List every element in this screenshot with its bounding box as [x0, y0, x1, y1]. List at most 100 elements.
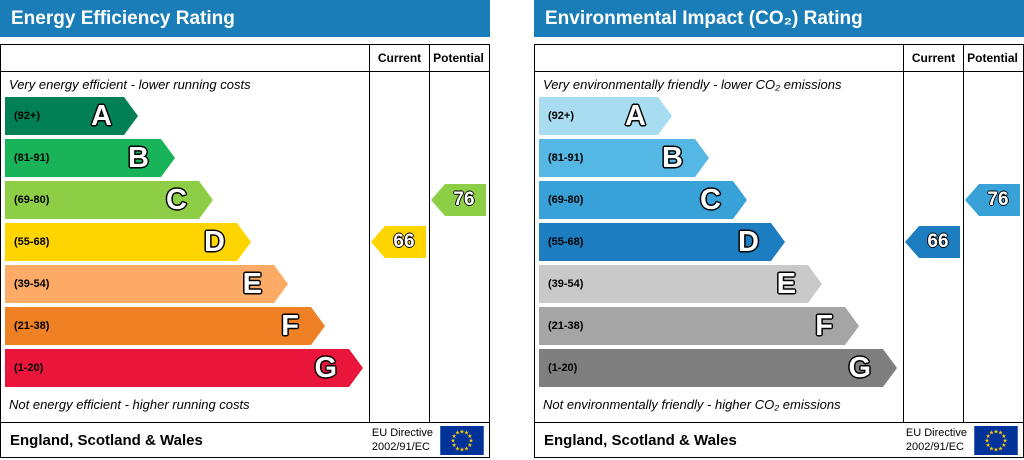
band-range: (55-68): [14, 236, 50, 248]
eu-flag-icon: ★ ★★★★★★★★★★★: [974, 425, 1018, 455]
svg-text:★: ★: [452, 442, 457, 449]
energy-efficiency-panel: Energy Efficiency Rating Current Potenti…: [0, 0, 490, 460]
current-column-divider: [903, 45, 904, 422]
band-range: (81-91): [548, 152, 584, 164]
svg-text:★: ★: [450, 437, 455, 444]
svg-text:★: ★: [998, 445, 1003, 452]
footer-row-divider: [535, 422, 1023, 423]
header-row-divider: [1, 71, 489, 72]
band-e: (39-54) E: [539, 265, 822, 303]
potential-rating-marker: 76: [431, 184, 486, 216]
band-letter: G: [314, 351, 337, 384]
band-letter: D: [738, 225, 759, 258]
potential-column-divider: [429, 45, 430, 422]
band-letter: C: [700, 183, 721, 216]
band-list: (92+) A (81-91) B (69-80) C (55-68) D (3…: [539, 97, 897, 391]
svg-text:★: ★: [993, 446, 998, 453]
svg-text:★: ★: [1001, 433, 1006, 440]
eu-directive-label: EU Directive 2002/91/EC: [372, 426, 433, 455]
svg-text:★: ★: [1001, 442, 1006, 449]
environmental-impact-panel: Environmental Impact (CO₂) Rating Curren…: [534, 0, 1024, 460]
table-footer: England, Scotland & Wales EU Directive 2…: [1, 423, 489, 457]
band-f: (21-38) F: [5, 307, 325, 345]
band-letter: G: [848, 351, 871, 384]
band-letter: F: [815, 309, 833, 342]
band-letter: E: [776, 267, 796, 300]
current-column-divider: [369, 45, 370, 422]
top-note: Very environmentally friendly - lower CO…: [543, 77, 842, 92]
svg-text:★: ★: [464, 429, 469, 436]
svg-text:★: ★: [452, 433, 457, 440]
band-a: (92+) A: [539, 97, 672, 135]
current-rating-marker: 66: [905, 226, 960, 258]
svg-text:★: ★: [455, 429, 460, 436]
band-d: (55-68) D: [5, 223, 251, 261]
eu-directive-label: EU Directive 2002/91/EC: [906, 426, 967, 455]
environmental-panel-title: Environmental Impact (CO₂) Rating: [545, 7, 863, 29]
eu-directive-line1: EU Directive: [905, 426, 967, 439]
band-range: (39-54): [14, 278, 50, 290]
band-c: (69-80) C: [5, 181, 213, 219]
environmental-rating-table: Current Potential Very environmentally f…: [534, 44, 1024, 458]
table-footer: England, Scotland & Wales EU Directive 2…: [535, 423, 1023, 457]
band-letter: A: [625, 99, 646, 132]
potential-rating-value: 76: [453, 189, 475, 210]
band-letter: D: [204, 225, 225, 258]
region-label: England, Scotland & Wales: [10, 431, 203, 449]
svg-text:★: ★: [455, 445, 460, 452]
potential-column-header: Potential: [967, 51, 1018, 65]
potential-rating-marker: 76: [965, 184, 1020, 216]
band-letter: B: [662, 141, 683, 174]
band-letter: B: [128, 141, 149, 174]
svg-text:★: ★: [984, 437, 989, 444]
environmental-title-bar: Environmental Impact (CO₂) Rating: [534, 0, 1024, 37]
svg-text:★: ★: [464, 445, 469, 452]
potential-rating-value: 76: [987, 189, 1009, 210]
eu-directive-line1: EU Directive: [371, 426, 433, 439]
band-letter: E: [242, 267, 262, 300]
svg-text:★: ★: [468, 437, 473, 444]
svg-text:★: ★: [459, 446, 464, 453]
band-g: (1-20) G: [5, 349, 363, 387]
top-note: Very energy efficient - lower running co…: [9, 77, 251, 92]
band-letter: A: [91, 99, 112, 132]
band-range: (69-80): [14, 194, 50, 206]
svg-text:★: ★: [993, 428, 998, 435]
eu-directive-line2: 2002/91/EC: [905, 441, 964, 453]
band-range: (1-20): [548, 362, 578, 374]
svg-text:★: ★: [989, 445, 994, 452]
band-e: (39-54) E: [5, 265, 288, 303]
current-rating-value: 66: [393, 231, 415, 252]
header-row-divider: [535, 71, 1023, 72]
footer-row-divider: [1, 422, 489, 423]
eu-flag-icon: ★ ★★★★★★★★★★★: [440, 425, 484, 455]
band-range: (21-38): [548, 320, 584, 332]
svg-text:★: ★: [467, 433, 472, 440]
current-rating-value: 66: [927, 231, 949, 252]
band-b: (81-91) B: [539, 139, 709, 177]
svg-text:★: ★: [989, 429, 994, 436]
potential-column-header: Potential: [433, 51, 484, 65]
svg-text:★: ★: [459, 428, 464, 435]
band-range: (69-80): [548, 194, 584, 206]
region-label: England, Scotland & Wales: [544, 431, 737, 449]
band-f: (21-38) F: [539, 307, 859, 345]
band-range: (81-91): [14, 152, 50, 164]
energy-panel-title: Energy Efficiency Rating: [11, 7, 235, 29]
svg-text:★: ★: [998, 429, 1003, 436]
current-rating-marker: 66: [371, 226, 426, 258]
band-b: (81-91) B: [5, 139, 175, 177]
potential-column-divider: [963, 45, 964, 422]
band-letter: F: [281, 309, 299, 342]
band-list: (92+) A (81-91) B (69-80) C (55-68) D (3…: [5, 97, 363, 391]
band-letter: C: [166, 183, 187, 216]
band-g: (1-20) G: [539, 349, 897, 387]
band-range: (21-38): [14, 320, 50, 332]
band-range: (39-54): [548, 278, 584, 290]
band-range: (92+): [14, 110, 40, 122]
energy-rating-table: Current Potential Very energy efficient …: [0, 44, 490, 458]
band-d: (55-68) D: [539, 223, 785, 261]
band-a: (92+) A: [5, 97, 138, 135]
band-range: (55-68): [548, 236, 584, 248]
energy-title-bar: Energy Efficiency Rating: [0, 0, 490, 37]
